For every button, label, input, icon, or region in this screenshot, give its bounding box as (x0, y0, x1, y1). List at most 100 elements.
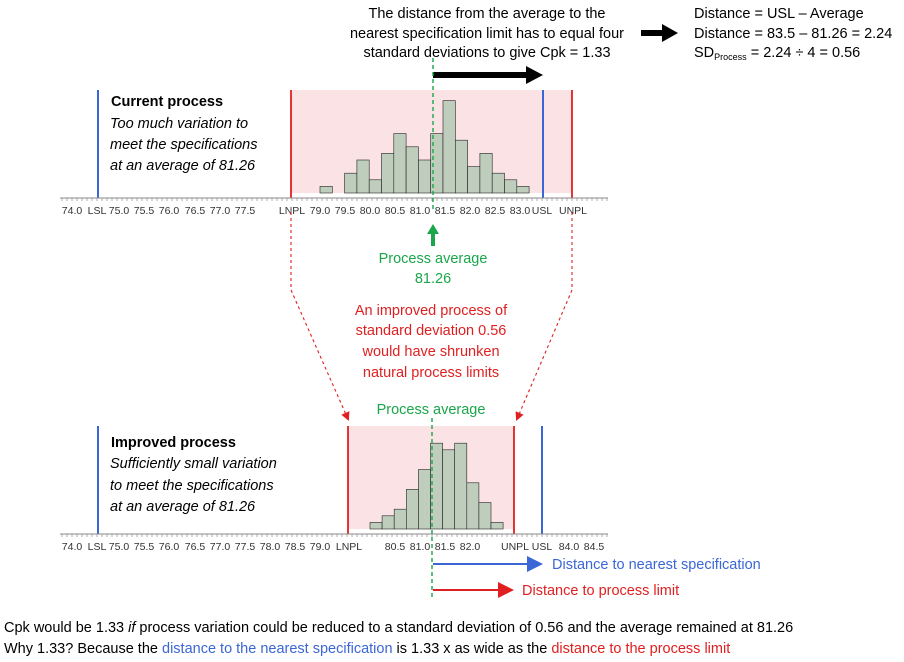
process-average-value: 81.26 (415, 271, 451, 287)
current-tick-label: 80.0 (360, 205, 381, 217)
current-histogram-bar (491, 172, 505, 194)
improved-tick-label: 84.5 (584, 541, 605, 553)
improved-desc-2: to meet the specifications (110, 478, 274, 494)
current-tick-label: 82.5 (485, 205, 506, 217)
top-note-line-2: nearest specification limit has to equal… (350, 26, 624, 42)
footer-line-1-b: if (128, 620, 137, 636)
footer-line-2: Why 1.33? Because the distance to the ne… (4, 641, 730, 657)
improved-desc-1: Sufficiently small variation (110, 456, 277, 472)
current-histogram-bar (504, 179, 518, 194)
improved-tick-label: 79.0 (310, 541, 331, 553)
current-histogram-bar (319, 186, 333, 194)
footer-line-1-a: Cpk would be 1.33 (4, 620, 128, 636)
process-average-label: Process average (379, 251, 488, 267)
current-histogram (319, 100, 530, 194)
improved-tick-label: 77.5 (235, 541, 256, 553)
improved-tick-label: 77.0 (210, 541, 231, 553)
current-tick-label: 76.5 (185, 205, 206, 217)
current-desc-1: Too much variation to (110, 116, 248, 132)
footer-line-2-a: Why 1.33? Because the (4, 641, 162, 657)
current-tick-label: 80.5 (385, 205, 406, 217)
improved-histogram-bar (442, 449, 456, 530)
middle-note-line-2: standard deviation 0.56 (356, 323, 507, 339)
current-tick-label: 74.0 (62, 205, 83, 217)
improved-tick-label: 82.0 (460, 541, 481, 553)
current-histogram-bar (344, 172, 358, 194)
current-histogram-bar (356, 159, 370, 194)
current-tick-label: 77.5 (235, 205, 256, 217)
improved-tick-label: 81.5 (435, 541, 456, 553)
improved-tick-label: 76.0 (159, 541, 180, 553)
improved-title: Improved process (111, 435, 236, 451)
current-histogram-bar (467, 166, 481, 194)
current-tick-label: 81.0 (410, 205, 431, 217)
improved-tick-label: 75.5 (134, 541, 155, 553)
current-histogram-bar (405, 146, 419, 194)
calc-line-2: Distance = 83.5 – 81.26 = 2.24 (694, 26, 892, 42)
improved-desc-3: at an average of 81.26 (110, 499, 256, 515)
top-note-line-3: standard deviations to give Cpk = 1.33 (363, 45, 610, 61)
improved-tick-label: 76.5 (185, 541, 206, 553)
current-lsl-label: LSL (88, 205, 107, 217)
current-tick-label: 79.5 (335, 205, 356, 217)
improved-histogram-bar (454, 442, 468, 530)
improved-histogram-bar (405, 489, 419, 530)
calc-line-3: SDProcess = 2.24 ÷ 4 = 0.56 (694, 45, 860, 62)
current-tick-label: 79.0 (310, 205, 331, 217)
improved-lnpl-label: LNPL (336, 541, 362, 553)
improved-tick-label: 84.0 (559, 541, 580, 553)
current-histogram-bar (454, 139, 468, 194)
improved-tick-label: 75.0 (109, 541, 130, 553)
up-arrow-icon (427, 224, 439, 246)
footer-line-1: Cpk would be 1.33 if process variation c… (4, 620, 793, 636)
middle-note-line-4: natural process limits (363, 365, 499, 381)
current-tick-label: 75.5 (134, 205, 155, 217)
footer-line-1-c: process variation could be reduced to a … (135, 620, 793, 636)
current-title: Current process (111, 94, 223, 110)
current-histogram-bar (368, 179, 382, 194)
current-tick-label: 81.5 (435, 205, 456, 217)
current-histogram-bar (381, 153, 395, 194)
improved-axis: 74.0 75.0 75.5 76.0 76.5 77.0 77.5 78.0 78.5 79.0… (60, 533, 608, 553)
current-histogram-bar (516, 186, 530, 194)
distance-spec-label: Distance to nearest specification (552, 557, 761, 573)
improved-histogram-bar (418, 469, 431, 530)
improved-histogram-bar (369, 522, 383, 530)
current-tick-label: 82.0 (460, 205, 481, 217)
improved-tick-label: 81.0 (410, 541, 431, 553)
current-tick-label: 76.0 (159, 205, 180, 217)
current-tick-label: 77.0 (210, 205, 231, 217)
right-arrow-icon (641, 24, 678, 42)
current-unpl-label: UNPL (559, 205, 587, 217)
current-histogram-bar (418, 159, 431, 194)
current-axis: 74.0 75.0 75.5 76.0 76.5 77.0 77.5 79.0 79.5 80.0… (60, 197, 608, 217)
top-note-line-1: The distance from the average to the (369, 6, 606, 22)
improved-histogram-bar (393, 508, 407, 530)
improved-tick-label: 78.0 (260, 541, 281, 553)
improved-histogram-bar (478, 502, 492, 530)
footer-line-2-c: is 1.33 x as wide as the (393, 641, 552, 657)
calc-sd-suffix: = 2.24 ÷ 4 = 0.56 (747, 45, 861, 61)
lnpl-shrink-guide (290, 212, 350, 422)
improved-histogram-bar (490, 522, 504, 530)
calc-sd-subscript: Process (714, 52, 747, 62)
calc-sd-prefix: SD (694, 45, 714, 61)
unpl-shrink-guide (515, 212, 573, 422)
improved-tick-label: 80.5 (385, 541, 406, 553)
improved-tick-label: 78.5 (285, 541, 306, 553)
current-usl-label: USL (532, 205, 553, 217)
improved-histogram (369, 442, 504, 530)
current-histogram-bar (393, 133, 407, 194)
improved-histogram-bar (381, 515, 395, 530)
current-histogram-bar (442, 100, 456, 194)
current-tick-label: 83.0 (510, 205, 531, 217)
calc-line-1: Distance = USL – Average (694, 6, 864, 22)
footer-line-2-d: distance to the process limit (551, 641, 730, 657)
improved-tick-label: 74.0 (62, 541, 83, 553)
improved-lsl-label: LSL (88, 541, 107, 553)
footer-line-2-b: distance to the nearest specification (162, 641, 393, 657)
distance-limit-label: Distance to process limit (522, 583, 679, 599)
current-tick-label: 75.0 (109, 205, 130, 217)
middle-note-line-1: An improved process of (355, 303, 508, 319)
